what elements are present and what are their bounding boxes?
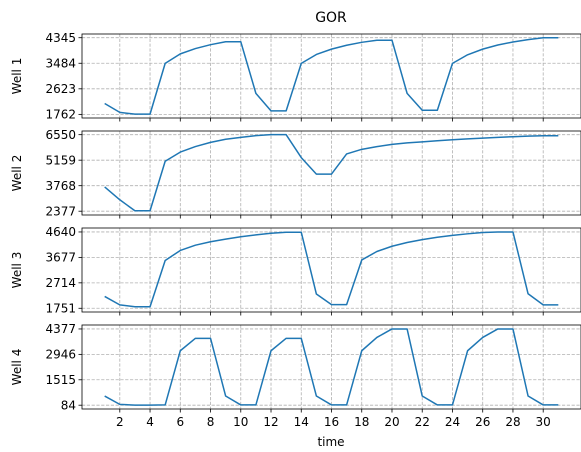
- x-tick-label: 24: [445, 415, 460, 429]
- y-axis-label-well-1: Well 1: [10, 58, 24, 95]
- x-tick-label: 2: [116, 415, 124, 429]
- panel-1: 1762 2623 3484 4345 Well 1: [10, 31, 581, 122]
- y-tick-label: 4640: [45, 225, 76, 239]
- panel-4-grid: [82, 325, 581, 409]
- x-tick-label: 22: [415, 415, 430, 429]
- x-axis-label: time: [317, 435, 344, 449]
- series-line-well-2: [104, 133, 559, 212]
- x-tick-label: 14: [294, 415, 309, 429]
- x-tick-label: 18: [354, 415, 369, 429]
- panels: 1762 2623 3484 4345 Well 1 2377 3768 5159 6550 We…: [10, 31, 581, 429]
- panel-3: 1751 2714 3677 4640 Well 3: [10, 225, 581, 316]
- x-tick-label: 4: [146, 415, 154, 429]
- panel-2-grid: [82, 131, 581, 215]
- y-tick-label: 2377: [45, 204, 76, 218]
- x-tick-label: 26: [475, 415, 490, 429]
- y-axis-label-well-2: Well 2: [10, 155, 24, 192]
- y-tick-label: 2714: [45, 276, 76, 290]
- x-tick-label: 12: [263, 415, 278, 429]
- y-tick-label: 3768: [45, 179, 76, 193]
- x-tick-label: 30: [536, 415, 551, 429]
- y-tick-label: 4377: [45, 322, 76, 336]
- y-tick-label: 2946: [45, 348, 76, 362]
- x-tick-label: 10: [233, 415, 248, 429]
- y-tick-label: 1762: [45, 108, 76, 122]
- y-tick-label: 3677: [45, 251, 76, 265]
- x-tick-label: 8: [207, 415, 215, 429]
- x-tick-label: 6: [176, 415, 184, 429]
- y-tick-label: 6550: [45, 128, 76, 142]
- y-axis-label-well-3: Well 3: [10, 252, 24, 289]
- y-tick-label: 1751: [45, 301, 76, 315]
- panel-3-grid: [82, 228, 581, 312]
- y-axis-label-well-4: Well 4: [10, 349, 24, 386]
- panel-2: 2377 3768 5159 6550 Well 2: [10, 128, 581, 219]
- series-line-well-3: [104, 231, 559, 308]
- panel-1-grid: [82, 34, 581, 118]
- series-line-well-4: [104, 328, 559, 406]
- series-line-well-1: [104, 36, 559, 115]
- y-tick-label: 5159: [45, 153, 76, 167]
- y-tick-label: 4345: [45, 31, 76, 45]
- x-tick-label: 16: [324, 415, 339, 429]
- x-tick-label: 20: [384, 415, 399, 429]
- x-tick-label: 28: [505, 415, 520, 429]
- y-tick-label: 2623: [45, 82, 76, 96]
- y-tick-label: 3484: [45, 56, 76, 70]
- chart-title: GOR: [315, 10, 347, 26]
- y-tick-label: 1515: [45, 373, 76, 387]
- y-tick-label: 84: [61, 398, 76, 412]
